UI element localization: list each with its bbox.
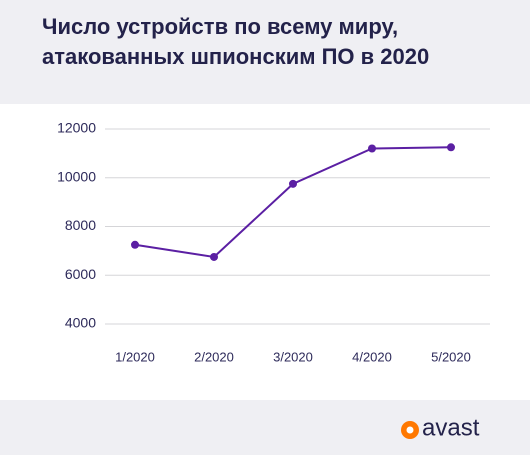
y-tick-label: 6000: [65, 266, 96, 282]
logo: avast: [401, 414, 480, 441]
x-tick-label: 5/2020: [431, 349, 471, 364]
y-tick-label: 12000: [57, 120, 96, 136]
x-tick-label: 1/2020: [115, 349, 155, 364]
chart-title: Число устройств по всему миру,: [42, 14, 398, 39]
chart-title: атакованных шпионским ПО в 2020: [42, 44, 429, 69]
point: [210, 252, 218, 261]
logo-icon-hole: [406, 426, 414, 434]
point: [368, 144, 376, 153]
y-tick-label: 10000: [57, 168, 96, 184]
point: [131, 240, 139, 249]
y-tick-label: 8000: [65, 217, 96, 233]
logo-text: avast: [422, 414, 480, 441]
x-tick-label: 2/2020: [194, 349, 234, 364]
line: [134, 146, 452, 259]
x-tick-label: 3/2020: [273, 349, 313, 364]
point: [447, 143, 455, 152]
header-band: [0, 0, 530, 104]
point: [289, 179, 297, 188]
footer-band: [0, 400, 530, 455]
y-tick-label: 4000: [65, 315, 96, 331]
x-tick-label: 4/2020: [352, 349, 392, 364]
